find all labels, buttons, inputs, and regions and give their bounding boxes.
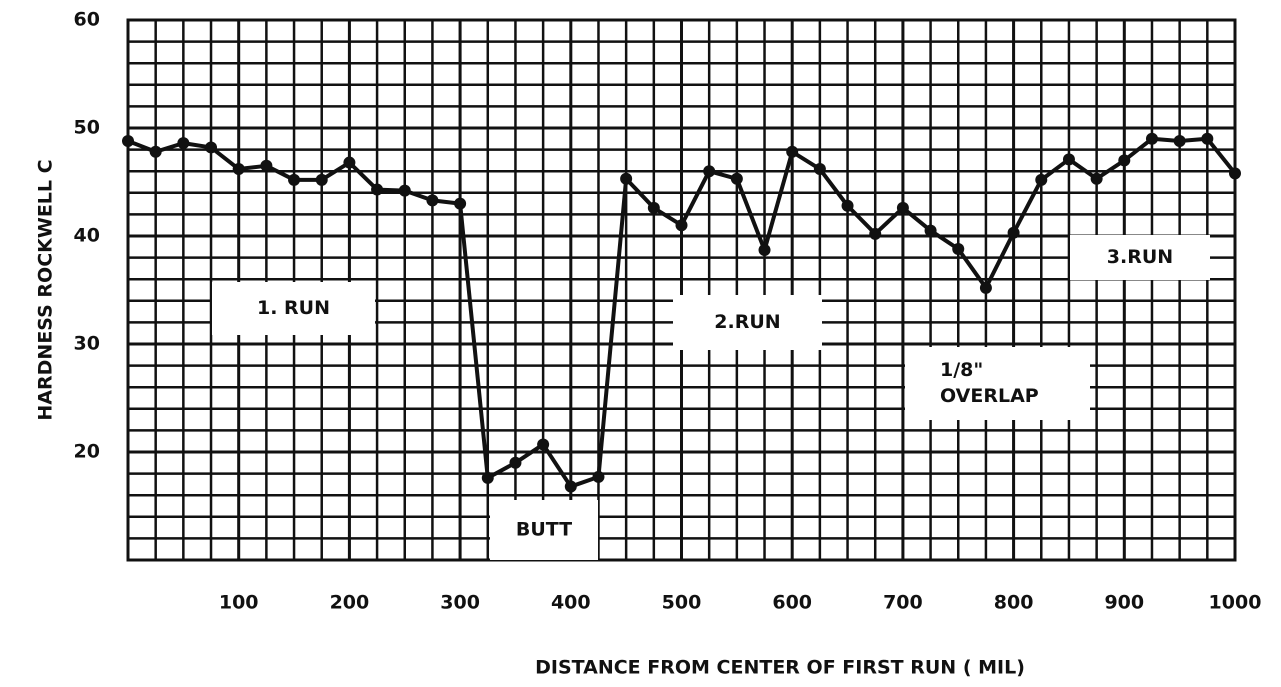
data-point	[288, 173, 301, 186]
data-point	[1090, 172, 1103, 185]
x-tick-label: 1000	[1209, 592, 1262, 614]
data-point	[454, 197, 467, 210]
data-point	[869, 227, 882, 240]
y-tick-label: 60	[74, 9, 100, 31]
y-tick-label: 50	[74, 117, 100, 139]
data-point	[564, 480, 577, 493]
x-tick-label: 900	[1104, 592, 1144, 614]
data-point	[592, 470, 605, 483]
annotation-box	[905, 347, 1090, 420]
y-axis-label: HARDNESS ROCKWELL C	[35, 159, 57, 420]
data-point	[177, 137, 190, 150]
data-point	[481, 471, 494, 484]
y-tick-label: 30	[74, 333, 100, 355]
plot-frame	[126, 18, 1237, 562]
data-point	[1173, 134, 1186, 147]
x-tick-label: 500	[662, 592, 702, 614]
y-tick-label: 20	[74, 441, 100, 463]
data-point	[1145, 132, 1158, 145]
x-tick-label: 700	[883, 592, 923, 614]
data-point	[260, 159, 273, 172]
data-point	[122, 134, 134, 147]
x-tick-label: 800	[994, 592, 1034, 614]
x-axis-label: DISTANCE FROM CENTER OF FIRST RUN ( MIL)	[535, 657, 1025, 679]
annotation: BUTT	[516, 519, 572, 541]
data-point	[1229, 167, 1241, 180]
data-point	[1201, 132, 1214, 145]
x-tick-label: 300	[440, 592, 480, 614]
data-point	[205, 141, 218, 154]
annotation: 2.RUN	[714, 311, 780, 333]
data-point	[647, 201, 660, 214]
data-point	[398, 184, 411, 197]
x-tick-label: 400	[551, 592, 591, 614]
y-tick-label: 40	[74, 225, 100, 247]
data-point	[841, 199, 854, 212]
annotation-box	[490, 500, 598, 560]
data-point	[620, 172, 633, 185]
data-point	[1062, 153, 1075, 166]
data-point	[758, 244, 771, 257]
data-point	[1007, 226, 1020, 239]
x-tick-label: 100	[219, 592, 259, 614]
data-point	[315, 173, 328, 186]
data-point	[232, 163, 245, 176]
annotation: 1. RUN	[257, 297, 330, 319]
data-point	[509, 456, 522, 469]
annotation: 1/8"	[940, 359, 983, 381]
data-point	[896, 201, 909, 214]
data-point	[1035, 173, 1048, 186]
data-point	[675, 219, 688, 232]
data-point	[813, 163, 826, 176]
annotation: OVERLAP	[940, 385, 1039, 407]
annotation-box	[1070, 235, 1210, 280]
annotation-box	[673, 295, 822, 350]
x-tick-label: 600	[772, 592, 812, 614]
data-point	[730, 172, 743, 185]
annotation: 3.RUN	[1107, 246, 1173, 268]
data-point	[703, 165, 716, 178]
data-point	[786, 145, 799, 158]
data-point	[1118, 154, 1131, 167]
data-point	[924, 224, 937, 237]
data-point	[343, 156, 356, 169]
data-point	[371, 183, 384, 196]
data-point	[426, 194, 439, 207]
data-point	[149, 145, 162, 158]
data-point	[979, 281, 992, 294]
data-point	[952, 242, 965, 255]
data-point	[537, 438, 550, 451]
annotation-box	[212, 282, 375, 335]
x-tick-label: 200	[330, 592, 370, 614]
